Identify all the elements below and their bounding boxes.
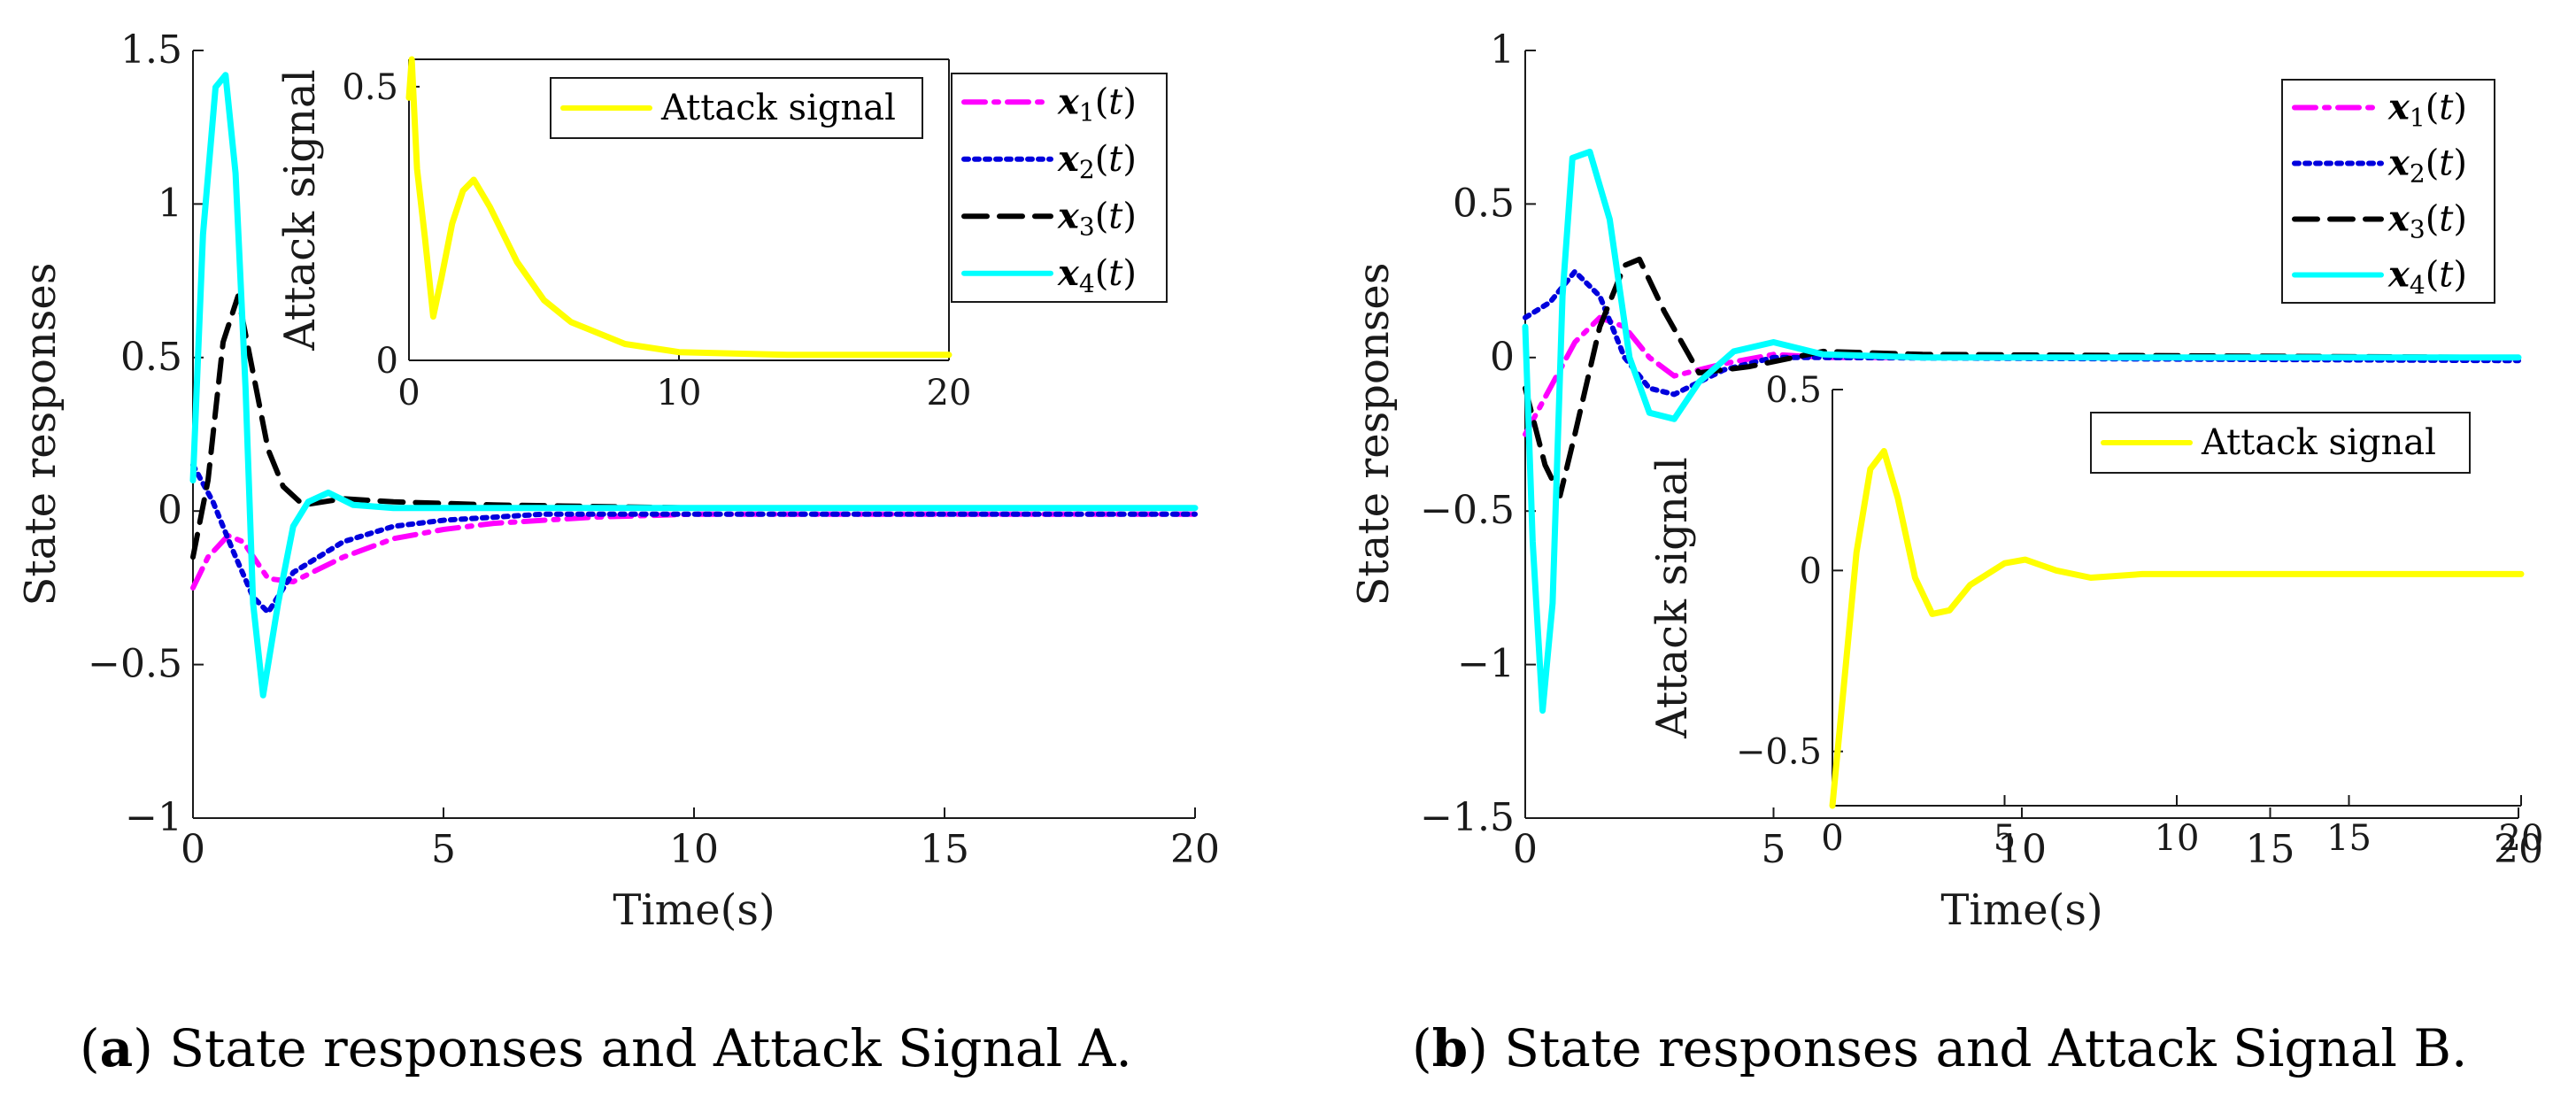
x-tick-label: 15: [2326, 818, 2372, 859]
legend-label: x3(t): [2387, 198, 2467, 244]
x-tick-label: 0: [1513, 827, 1538, 872]
x-tick-label: 0: [397, 373, 420, 413]
y-tick-label: 0.5: [1765, 370, 1822, 411]
x-tick-label: 20: [1170, 827, 1220, 872]
y-axis-label: Attack signal: [1647, 457, 1697, 739]
series-line-x2t: [190, 462, 1198, 615]
caption-b: (b) State responses and Attack Signal B.: [1412, 1018, 2468, 1078]
x-tick-label: 10: [1997, 827, 2047, 872]
series-line-x3t: [190, 293, 1198, 560]
legend-label: x2(t): [2387, 143, 2467, 189]
series-line-x4t: [1522, 148, 2522, 715]
y-tick-label: −0.5: [1736, 732, 1822, 773]
y-tick-label: 0: [1800, 551, 1822, 591]
series-line-x1t: [190, 511, 1198, 591]
legend-label: Attack signal: [2201, 422, 2436, 463]
x-tick-label: 15: [2246, 827, 2295, 872]
series-line-attack-signal: [405, 56, 953, 359]
y-tick-label: −0.5: [1420, 488, 1515, 533]
y-tick-label: 0: [1490, 335, 1515, 380]
y-tick-label: −0.5: [88, 642, 182, 687]
caption-a-tag: a: [99, 1018, 134, 1078]
y-tick-label: 0: [376, 341, 398, 382]
legend-label: x1(t): [1057, 81, 1137, 127]
y-tick-label: 0.5: [342, 67, 398, 108]
x-tick-label: 0: [181, 827, 205, 872]
x-axis-label: Time(s): [613, 885, 775, 935]
legend-box: [951, 73, 1168, 303]
legend-label: x3(t): [1057, 195, 1137, 241]
series-line-x1t: [1523, 314, 2521, 437]
y-tick-label: −1.5: [1420, 795, 1515, 840]
caption-a: (a) State responses and Attack Signal A.: [80, 1018, 1132, 1078]
caption-a-text: ) State responses and Attack Signal A.: [133, 1018, 1132, 1078]
chart-a-main: 0 5 10 15 20 −1 −0.5 0 0.5 1 1.5 Time(s) State respo…: [16, 27, 1220, 935]
chart-a-inset: 0 10 20 0 0.5 Attack signal Attack signal: [275, 56, 972, 413]
y-tick-label: 1.5: [120, 27, 182, 73]
x-tick-label: 20: [927, 373, 972, 413]
legend-label: Attack signal: [660, 88, 896, 128]
legend-label: x4(t): [2387, 254, 2467, 300]
legend-label: x2(t): [1057, 138, 1137, 184]
y-tick-label: 0.5: [120, 335, 182, 380]
x-axis-label: Time(s): [1940, 885, 2102, 935]
legend-label: x4(t): [1057, 252, 1137, 298]
x-tick-label: 5: [1762, 827, 1786, 872]
caption-b-tag: b: [1431, 1018, 1469, 1078]
y-tick-label: 0: [158, 488, 182, 533]
y-axis-label: State responses: [16, 263, 66, 606]
x-tick-label: 10: [669, 827, 719, 872]
y-tick-label: −1: [125, 795, 182, 840]
y-axis-label: Attack signal: [275, 69, 325, 352]
x-tick-label: 10: [657, 373, 702, 413]
y-tick-label: 0.5: [1453, 181, 1515, 226]
x-tick-label: 5: [1994, 818, 2016, 859]
x-tick-label: 5: [431, 827, 456, 872]
y-tick-label: −1: [1457, 642, 1515, 687]
y-axis-label: State responses: [1349, 263, 1399, 606]
series-line-x4t: [189, 72, 1199, 699]
x-tick-label: 10: [2155, 818, 2200, 859]
caption-b-text: ) State responses and Attack Signal B.: [1468, 1018, 2468, 1078]
legend-label: x1(t): [2387, 87, 2467, 133]
chart-b-inset: 0 5 10 15 20 −0.5 0 0.5 Attack signal Attack sign…: [1647, 370, 2543, 859]
legend-box: [2281, 79, 2495, 304]
y-tick-label: 1: [1490, 27, 1515, 73]
y-tick-label: 1: [158, 181, 182, 226]
x-tick-label: 20: [2494, 827, 2543, 872]
x-tick-label: 0: [1821, 818, 1843, 859]
x-tick-label: 20: [2499, 818, 2544, 859]
series-line-attack-signal: [1829, 448, 2525, 809]
x-tick-label: 15: [920, 827, 969, 872]
